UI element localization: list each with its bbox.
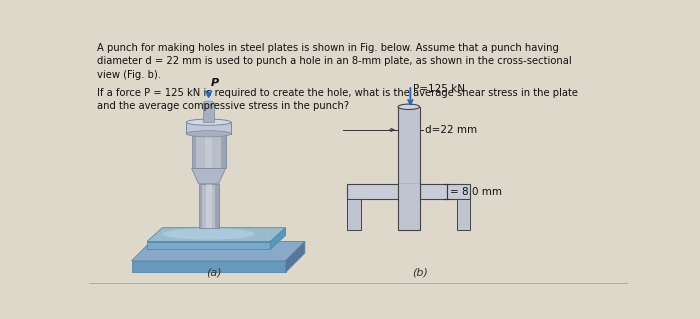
Polygon shape bbox=[132, 261, 286, 272]
Bar bbox=[192, 134, 196, 168]
Polygon shape bbox=[286, 241, 305, 272]
Text: P: P bbox=[211, 78, 219, 87]
Bar bbox=[398, 184, 419, 199]
Text: If a force P = 125 kN is required to create the hole, what is the average shear : If a force P = 125 kN is required to cre… bbox=[97, 87, 578, 111]
Bar bbox=[347, 184, 470, 199]
Bar bbox=[206, 184, 211, 228]
Bar bbox=[186, 122, 231, 134]
Text: = 8.0 mm: = 8.0 mm bbox=[449, 187, 502, 197]
Polygon shape bbox=[270, 228, 286, 249]
Polygon shape bbox=[192, 168, 225, 184]
Bar bbox=[204, 134, 213, 168]
Bar bbox=[192, 134, 225, 168]
Bar bbox=[199, 184, 202, 228]
Bar bbox=[398, 107, 419, 184]
Ellipse shape bbox=[203, 101, 214, 105]
Bar bbox=[221, 134, 225, 168]
Bar bbox=[215, 184, 218, 228]
Polygon shape bbox=[147, 228, 286, 241]
Text: d=22 mm: d=22 mm bbox=[425, 125, 477, 135]
Bar bbox=[203, 103, 214, 122]
Ellipse shape bbox=[162, 228, 255, 240]
Text: A punch for making holes in steel plates is shown in Fig. below. Assume that a p: A punch for making holes in steel plates… bbox=[97, 43, 572, 80]
Ellipse shape bbox=[398, 104, 419, 109]
Bar bbox=[347, 199, 361, 230]
Bar bbox=[456, 199, 470, 230]
Bar bbox=[199, 184, 218, 228]
Text: P=125 kN: P=125 kN bbox=[414, 84, 466, 94]
Ellipse shape bbox=[186, 119, 231, 125]
Bar bbox=[398, 184, 419, 230]
Ellipse shape bbox=[186, 131, 231, 137]
Text: (a): (a) bbox=[206, 268, 222, 278]
Polygon shape bbox=[132, 241, 305, 261]
Text: (b): (b) bbox=[412, 268, 428, 278]
Polygon shape bbox=[147, 241, 270, 249]
